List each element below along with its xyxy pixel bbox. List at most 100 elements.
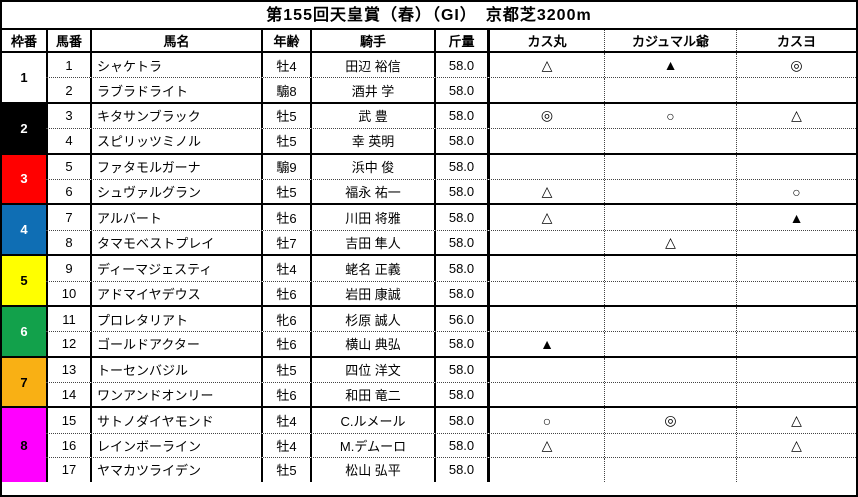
tipster1-mark-cell [487,78,604,102]
tipster2-mark-cell [604,357,736,383]
tipster3-mark-cell [736,230,856,255]
table-header-row: 枠番 馬番 馬名 年齢 騎手 斤量 カス丸 カジュマル爺 カスヨ [2,30,856,53]
col-header-jockey: 騎手 [310,30,434,51]
horse-number-cell: 9 [46,256,90,281]
horse-name-cell: ゴールドアクター [90,332,261,356]
tipster3-mark-cell: △ [736,433,856,458]
tipster2-mark-cell [604,281,736,305]
horse-number-cell: 4 [46,129,90,153]
horse-name-cell: レインボーライン [90,433,261,458]
weight-cell: 58.0 [434,78,487,102]
tipster2-mark-cell [604,433,736,458]
age-cell: 牡6 [261,332,310,356]
tipster1-mark-cell [487,256,604,281]
horse-number-cell: 10 [46,281,90,305]
horse-number-cell: 17 [46,458,90,482]
jockey-cell: 横山 典弘 [310,332,434,356]
tipster3-mark-cell [736,458,856,482]
jockey-cell: 杉原 誠人 [310,306,434,332]
horse-name-cell: シャケトラ [90,53,261,78]
tipster2-mark-cell [604,154,736,179]
weight-cell: 58.0 [434,129,487,153]
tipster2-mark-cell [604,458,736,482]
table-row: 8 タマモベストプレイ 牡7 吉田 隼人 58.0 △ [46,229,856,255]
frame-number-cell: 7 [2,357,46,407]
horse-number-cell: 6 [46,179,90,204]
frame-number-cell: 3 [2,154,46,204]
jockey-cell: 和田 竜二 [310,383,434,407]
tipster2-mark-cell [604,383,736,407]
horse-number-cell: 2 [46,78,90,102]
weight-cell: 58.0 [434,433,487,458]
horse-name-cell: タマモベストプレイ [90,230,261,255]
table-row: 17 ヤマカツライデン 牡5 松山 弘平 58.0 [46,457,856,482]
tipster1-mark-cell [487,306,604,332]
tipster3-mark-cell [736,357,856,383]
frame-group-rows: 7 アルバート 牡6 川田 将雅 58.0 △ ▲ 8 タマモベストプレイ 牡7 吉田 隼人 58.0… [46,205,856,255]
age-cell: 牡5 [261,129,310,153]
weight-cell: 58.0 [434,53,487,78]
tipster3-mark-cell: ◎ [736,53,856,78]
horse-number-cell: 13 [46,357,90,383]
frame-group: 4 7 アルバート 牡6 川田 将雅 58.0 △ ▲ 8 タマモベストプレイ 牡7 吉田 隼人 58.… [2,205,856,257]
horse-name-cell: ディーマジェスティ [90,256,261,281]
frame-group: 7 13 トーセンバジル 牡5 四位 洋文 58.0 14 ワンアンドオンリー 牡6 和田 竜二 5… [2,357,856,409]
tipster3-mark-cell [736,154,856,179]
table-row: 2 ラブラドライト 騸8 酒井 学 58.0 [46,77,856,102]
horse-name-cell: ヤマカツライデン [90,458,261,482]
frame-group: 2 3 キタサンブラック 牡5 武 豊 58.0 ◎ ○ △ 4 スピリッツミノル 牡5 幸 英明 58.… [2,103,856,155]
frame-number-cell: 2 [2,103,46,153]
horse-name-cell: サトノダイヤモンド [90,408,261,433]
horse-number-cell: 11 [46,306,90,332]
tipster3-mark-cell [736,306,856,332]
frame-group: 1 1 シャケトラ 牡4 田辺 裕信 58.0 △ ▲ ◎ 2 ラブラドライト 騸8 酒井 学 58.0 [2,53,856,104]
table-row: 5 ファタモルガーナ 騸9 浜中 俊 58.0 [46,154,856,179]
jockey-cell: M.デムーロ [310,433,434,458]
jockey-cell: 浜中 俊 [310,154,434,179]
frame-number-cell: 8 [2,408,46,482]
jockey-cell: 蛯名 正義 [310,256,434,281]
frame-group: 8 15 サトノダイヤモンド 牡4 C.ルメール 58.0 ○ ◎ △ 16 レインボーライン 牡4 M… [2,408,856,482]
col-header-age: 年齢 [261,30,310,51]
jockey-cell: 四位 洋文 [310,357,434,383]
age-cell: 牡6 [261,281,310,305]
table-row: 6 シュヴァルグラン 牡5 福永 祐一 58.0 △ ○ [46,178,856,204]
tipster2-mark-cell: ◎ [604,408,736,433]
age-cell: 牡4 [261,408,310,433]
tipster1-mark-cell [487,281,604,305]
tipster3-mark-cell: △ [736,103,856,129]
tipster1-mark-cell: ▲ [487,332,604,356]
weight-cell: 58.0 [434,458,487,482]
age-cell: 牡4 [261,53,310,78]
tipster3-mark-cell [736,332,856,356]
age-cell: 牡6 [261,383,310,407]
weight-cell: 58.0 [434,408,487,433]
tipster3-mark-cell: ○ [736,179,856,204]
horse-number-cell: 16 [46,433,90,458]
col-header-tipster-1: カス丸 [487,30,604,51]
tipster1-mark-cell [487,230,604,255]
jockey-cell: 岩田 康誠 [310,281,434,305]
tipster2-mark-cell: ○ [604,103,736,129]
horse-name-cell: トーセンバジル [90,357,261,383]
tipster1-mark-cell [487,383,604,407]
table-row: 4 スピリッツミノル 牡5 幸 英明 58.0 [46,128,856,153]
tipster2-mark-cell [604,179,736,204]
tipster1-mark-cell: △ [487,433,604,458]
horse-number-cell: 14 [46,383,90,407]
tipster2-mark-cell [604,78,736,102]
frame-group-rows: 9 ディーマジェスティ 牡4 蛯名 正義 58.0 10 アドマイヤデウス 牡6 岩田 康誠 58… [46,256,856,305]
age-cell: 牡5 [261,357,310,383]
horse-name-cell: キタサンブラック [90,103,261,129]
frame-number-cell: 4 [2,205,46,255]
weight-cell: 58.0 [434,103,487,129]
horse-name-cell: ラブラドライト [90,78,261,102]
jockey-cell: C.ルメール [310,408,434,433]
tipster1-mark-cell [487,154,604,179]
race-title: 第155回天皇賞（春）（GI） 京都芝3200m [2,2,856,30]
table-row: 1 シャケトラ 牡4 田辺 裕信 58.0 △ ▲ ◎ [46,53,856,78]
horse-number-cell: 7 [46,205,90,230]
weight-cell: 58.0 [434,281,487,305]
tipster3-mark-cell [736,129,856,153]
tipster2-mark-cell [604,129,736,153]
